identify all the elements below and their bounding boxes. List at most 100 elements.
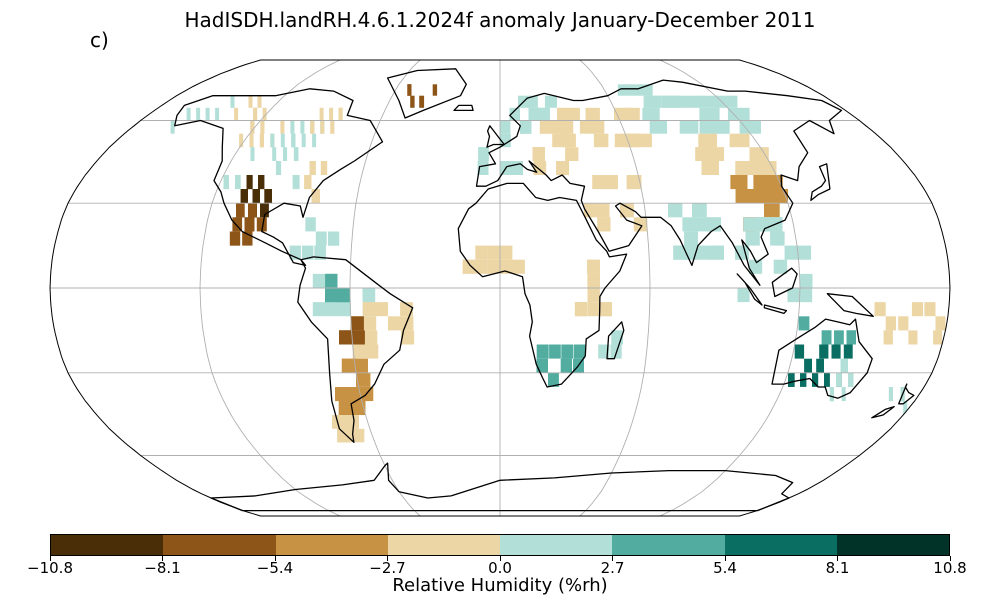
grid-cell (692, 203, 707, 218)
grid-cell (260, 203, 269, 218)
grid-cell (311, 189, 320, 204)
grid-cell (536, 358, 548, 373)
grid-cell (745, 231, 760, 246)
grid-cell (735, 245, 749, 260)
grid-cell (262, 107, 267, 121)
grid-cell (280, 133, 285, 148)
grid-cell (258, 175, 265, 190)
grid-cell (319, 107, 324, 121)
grid-cell (215, 107, 220, 121)
grid-cell (701, 161, 719, 175)
grid-cell (520, 120, 532, 134)
grid-cell (256, 217, 267, 232)
grid-cell (697, 95, 719, 108)
grid-cell (698, 133, 717, 148)
grid-cell (562, 133, 576, 148)
grid-cell (549, 344, 561, 359)
grid-cell (242, 231, 253, 246)
grid-cell (363, 316, 377, 331)
grid-cell (587, 288, 600, 303)
grid-cell (603, 175, 618, 190)
grid-cell (816, 358, 824, 373)
grid-cell (715, 95, 738, 108)
grid-cell (746, 161, 765, 175)
grid-cell (798, 316, 810, 331)
colorbar-tick-label: 10.8 (933, 559, 967, 577)
grid-cell (310, 120, 315, 134)
grid-cell (598, 344, 610, 359)
grid-cell (735, 189, 752, 204)
grid-cell (560, 358, 572, 373)
grid-cell (549, 120, 563, 134)
grid-cell (935, 316, 946, 331)
grid-cell (280, 120, 285, 134)
grid-cell (312, 273, 325, 288)
grid-cell (556, 161, 570, 175)
graticule (50, 60, 950, 516)
grid-cell (694, 217, 709, 232)
grid-cell (186, 107, 191, 121)
grid-cell (617, 84, 635, 96)
grid-cell (679, 120, 699, 134)
grid-cell (229, 231, 241, 246)
grid-cell (335, 387, 351, 402)
grid-cell (283, 147, 288, 161)
grid-cell (315, 231, 327, 246)
grid-cell (270, 133, 275, 148)
grid-cell (804, 358, 812, 373)
grid-cell (512, 259, 525, 274)
colorbar (50, 534, 950, 556)
grid-cell (272, 147, 277, 161)
grid-cell (475, 259, 488, 274)
grid-cell (291, 133, 296, 148)
grid-cell (329, 107, 334, 121)
grid-cell (794, 344, 805, 359)
colorbar-tick-label: −5.4 (256, 559, 294, 577)
grid-cell (234, 107, 239, 121)
colorbar-segment (500, 535, 613, 555)
grid-cell (419, 95, 425, 108)
grid-cell (500, 245, 513, 260)
grid-cell (364, 344, 379, 359)
grid-cell (585, 107, 600, 121)
grid-cell (246, 175, 253, 190)
grid-cell (784, 245, 799, 260)
grid-cell (565, 147, 579, 161)
colorbar-tick-label: −8.1 (144, 559, 181, 577)
grid-cell (244, 217, 255, 232)
grid-cell (620, 203, 634, 218)
grid-cell (338, 107, 343, 121)
grid-cell (248, 203, 257, 218)
grid-cell (290, 120, 295, 134)
grid-cell (885, 316, 896, 331)
coastline (763, 304, 788, 315)
grid-cell (753, 175, 771, 190)
colorbar-segment (724, 535, 837, 555)
grid-cell (250, 120, 255, 134)
grid-cell (223, 175, 229, 190)
grid-cell (699, 107, 720, 121)
grid-cell (539, 120, 553, 134)
grid-cell (478, 147, 489, 161)
colorbar-segment (387, 535, 500, 555)
grid-cell (749, 147, 769, 161)
grid-cell (649, 120, 667, 134)
grid-cell (170, 120, 175, 134)
colorbar-segment (612, 535, 725, 555)
grid-cell (230, 95, 235, 108)
grid-cell (196, 107, 201, 121)
grid-cell (320, 161, 328, 175)
grid-cell (592, 175, 607, 190)
grid-cell (532, 147, 545, 161)
grid-cell (253, 107, 258, 121)
grid-cell (787, 288, 800, 303)
grid-cell (668, 203, 683, 218)
grid-cell (300, 120, 305, 134)
grid-cell (834, 330, 844, 345)
grid-cell (302, 245, 314, 260)
grid-cell (843, 344, 853, 359)
meridian-line (659, 60, 801, 516)
colorbar-label: Relative Humidity (%rh) (392, 575, 608, 596)
grid-cell (312, 302, 326, 317)
grid-cell (346, 387, 362, 402)
